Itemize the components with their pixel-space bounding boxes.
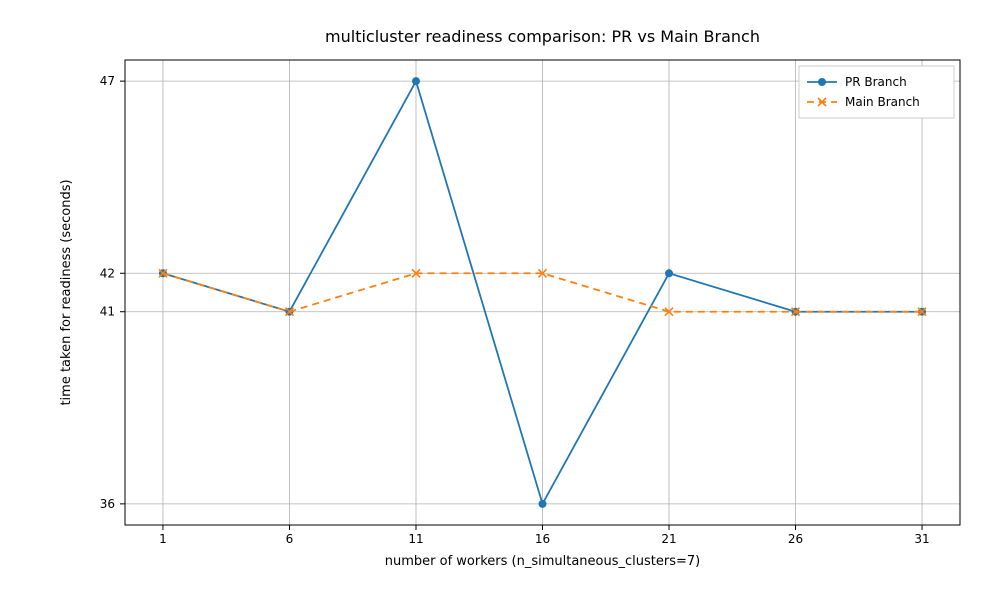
legend-label: PR Branch <box>845 75 907 89</box>
x-tick-label: 11 <box>408 532 423 546</box>
chart-title: multicluster readiness comparison: PR vs… <box>325 27 760 46</box>
y-tick-label: 47 <box>100 74 115 88</box>
data-marker <box>819 79 826 86</box>
data-marker <box>666 270 673 277</box>
plot-area: 16111621263136414247 <box>100 60 960 546</box>
y-tick-label: 41 <box>100 305 115 319</box>
y-tick-label: 42 <box>100 266 115 280</box>
data-marker <box>539 500 546 507</box>
x-tick-label: 21 <box>661 532 676 546</box>
x-tick-label: 6 <box>286 532 294 546</box>
y-axis-label: time taken for readiness (seconds) <box>59 179 74 405</box>
legend: PR Branch Main Branch <box>799 66 954 118</box>
legend-label: Main Branch <box>845 95 920 109</box>
legend-frame <box>799 66 954 118</box>
x-tick-label: 1 <box>159 532 167 546</box>
data-marker <box>412 78 419 85</box>
readiness-comparison-chart: 16111621263136414247 multicluster readin… <box>0 0 1000 600</box>
y-tick-label: 36 <box>100 497 115 511</box>
x-tick-label: 26 <box>788 532 803 546</box>
x-axis-label: number of workers (n_simultaneous_cluste… <box>385 554 700 569</box>
x-tick-label: 16 <box>535 532 550 546</box>
x-tick-label: 31 <box>914 532 929 546</box>
